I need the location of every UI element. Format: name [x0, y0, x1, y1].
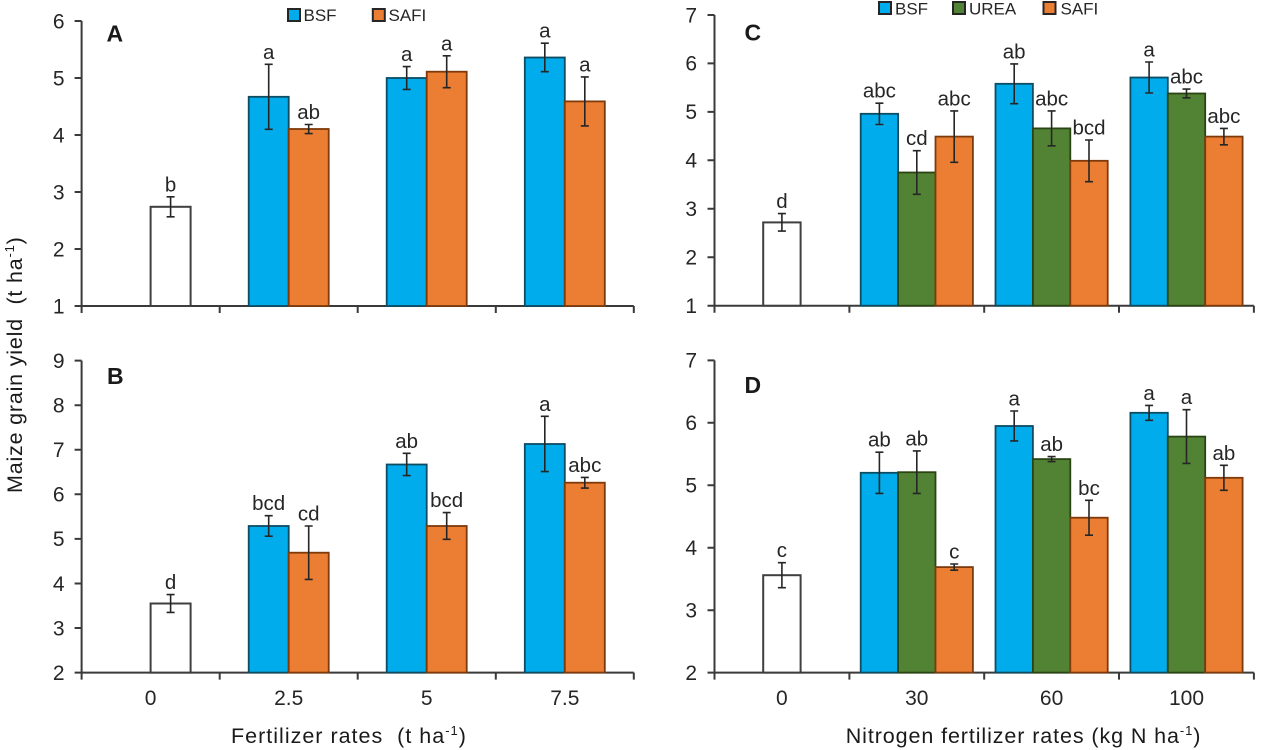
svg-text:6: 6: [53, 10, 65, 33]
svg-text:100: 100: [1169, 687, 1204, 710]
svg-text:SAFI: SAFI: [389, 6, 427, 25]
svg-text:6: 6: [685, 412, 697, 435]
svg-text:2: 2: [53, 662, 65, 685]
svg-text:3: 3: [53, 181, 65, 204]
svg-text:ab: ab: [1212, 442, 1235, 465]
svg-text:a: a: [401, 43, 413, 66]
svg-text:4: 4: [53, 573, 65, 596]
svg-text:Nitrogen fertilizer rates (kg: Nitrogen fertilizer rates (kg N ha-1): [846, 723, 1202, 748]
svg-text:3: 3: [53, 617, 65, 640]
svg-text:7: 7: [685, 4, 697, 27]
svg-text:a: a: [1008, 388, 1020, 411]
svg-text:2: 2: [53, 238, 65, 261]
svg-text:4: 4: [685, 537, 697, 560]
svg-text:c: c: [949, 541, 959, 564]
svg-text:bcd: bcd: [1072, 117, 1105, 140]
svg-text:c: c: [777, 539, 787, 562]
svg-text:A: A: [107, 21, 124, 47]
svg-text:6: 6: [685, 53, 697, 76]
svg-text:a: a: [1181, 386, 1193, 409]
svg-text:7.5: 7.5: [550, 687, 579, 710]
svg-text:4: 4: [53, 124, 65, 147]
svg-text:a: a: [539, 20, 551, 43]
svg-text:0: 0: [776, 687, 788, 710]
svg-text:2.5: 2.5: [274, 687, 303, 710]
svg-text:bcd: bcd: [430, 489, 463, 512]
svg-text:a: a: [579, 53, 591, 76]
svg-text:ab: ab: [297, 101, 320, 124]
svg-text:C: C: [745, 20, 762, 46]
svg-text:ab: ab: [905, 427, 928, 450]
svg-text:BSF: BSF: [304, 6, 337, 25]
svg-text:6: 6: [53, 484, 65, 507]
svg-text:Maize grain yield (t ha-1): Maize grain yield (t ha-1): [2, 236, 27, 493]
svg-text:d: d: [165, 571, 176, 594]
svg-text:abc: abc: [568, 454, 601, 477]
svg-text:5: 5: [685, 475, 697, 498]
svg-text:5: 5: [685, 101, 697, 124]
svg-text:Fertilizer rates (t ha-1): Fertilizer rates (t ha-1): [231, 723, 467, 748]
svg-text:a: a: [441, 32, 453, 55]
svg-text:B: B: [107, 363, 124, 389]
svg-text:5: 5: [421, 687, 433, 710]
svg-text:5: 5: [53, 67, 65, 90]
svg-text:8: 8: [53, 395, 65, 418]
svg-text:2: 2: [685, 662, 697, 685]
svg-text:30: 30: [905, 687, 928, 710]
svg-text:BSF: BSF: [895, 0, 928, 18]
svg-text:cd: cd: [906, 127, 928, 150]
svg-text:SAFI: SAFI: [1061, 0, 1099, 18]
svg-text:1: 1: [685, 295, 697, 318]
svg-text:ab: ab: [1003, 40, 1026, 63]
svg-text:0: 0: [145, 687, 157, 710]
svg-text:60: 60: [1040, 687, 1063, 710]
svg-text:7: 7: [53, 439, 65, 462]
svg-text:3: 3: [685, 600, 697, 623]
svg-text:2: 2: [685, 247, 697, 270]
svg-text:5: 5: [53, 528, 65, 551]
svg-text:bcd: bcd: [252, 492, 285, 515]
svg-text:a: a: [539, 393, 551, 416]
svg-text:abc: abc: [1035, 87, 1068, 110]
svg-text:7: 7: [685, 350, 697, 373]
svg-text:9: 9: [53, 350, 65, 373]
svg-text:ab: ab: [395, 430, 418, 453]
svg-text:abc: abc: [863, 80, 896, 103]
svg-text:cd: cd: [298, 503, 320, 526]
svg-text:bc: bc: [1078, 477, 1100, 500]
svg-text:a: a: [1143, 39, 1155, 62]
svg-text:3: 3: [685, 198, 697, 221]
svg-text:UREA: UREA: [969, 0, 1017, 18]
svg-text:abc: abc: [1207, 105, 1240, 128]
svg-text:abc: abc: [938, 87, 971, 110]
svg-text:4: 4: [685, 150, 697, 173]
svg-text:b: b: [165, 173, 176, 196]
svg-text:a: a: [263, 41, 275, 64]
svg-text:1: 1: [53, 295, 65, 318]
svg-text:a: a: [1143, 382, 1155, 405]
svg-text:D: D: [745, 372, 762, 398]
svg-text:ab: ab: [868, 429, 891, 452]
svg-text:ab: ab: [1040, 433, 1063, 456]
svg-text:d: d: [776, 190, 787, 213]
svg-text:abc: abc: [1170, 66, 1203, 89]
